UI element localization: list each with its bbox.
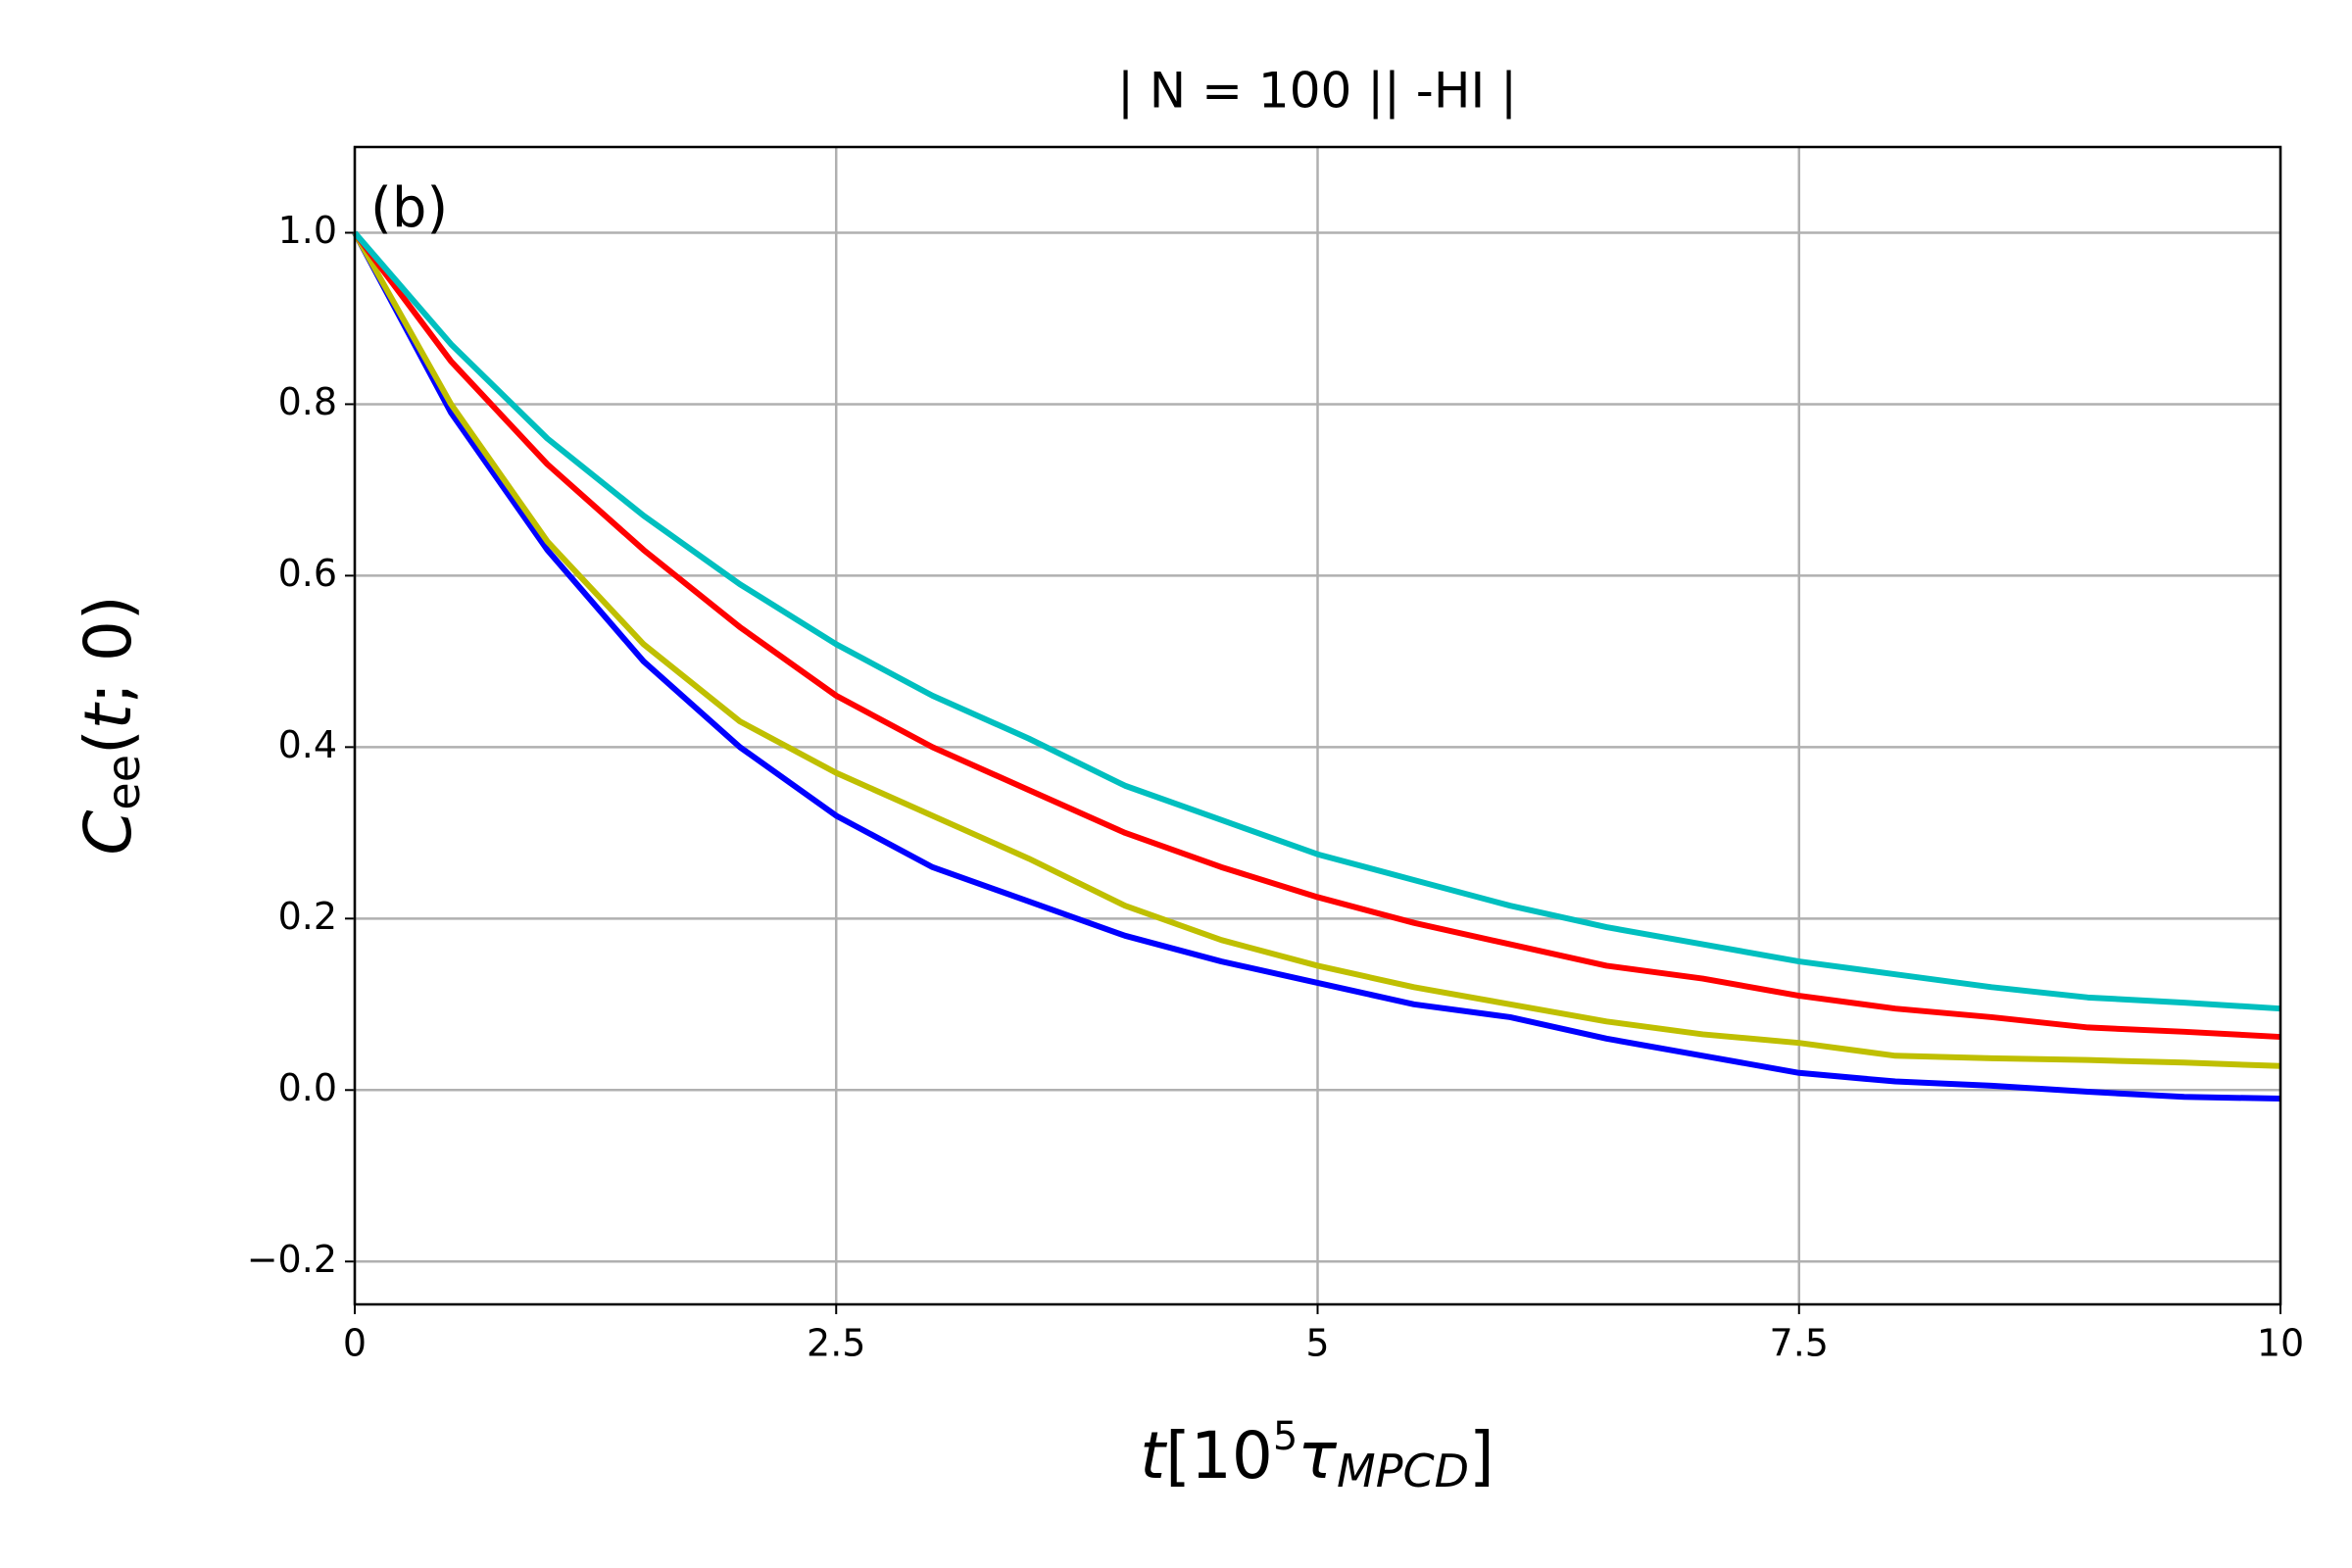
x-tick-label: 0 — [343, 1322, 367, 1365]
y-tick-label: −0.2 — [247, 1238, 337, 1281]
y-axis-label: Cee(t; 0) — [71, 595, 149, 855]
series-line — [352, 230, 2281, 1012]
x-tick-label: 7.5 — [1770, 1322, 1829, 1365]
series-line — [352, 230, 2281, 1041]
y-tick-label: 0.4 — [278, 723, 337, 766]
series-line — [352, 231, 2281, 1102]
x-tick-label: 5 — [1305, 1322, 1329, 1365]
x-tick-label: 10 — [2257, 1322, 2304, 1365]
annotation: (b) — [370, 176, 448, 240]
plot-frame — [353, 145, 2282, 1306]
y-tick-label: 0.6 — [278, 552, 337, 595]
y-tick-label: 0.0 — [278, 1066, 337, 1109]
y-tick-label: 0.2 — [278, 895, 337, 938]
chart-title: | N = 100 || -HI | — [1117, 63, 1517, 120]
y-tick-label: 1.0 — [278, 209, 337, 252]
y-tick-label: 0.8 — [278, 380, 337, 423]
x-tick-label: 2.5 — [807, 1322, 865, 1365]
x-axis-label: t[105τMPCD] — [1140, 1414, 1494, 1497]
series-line — [352, 231, 2281, 1069]
